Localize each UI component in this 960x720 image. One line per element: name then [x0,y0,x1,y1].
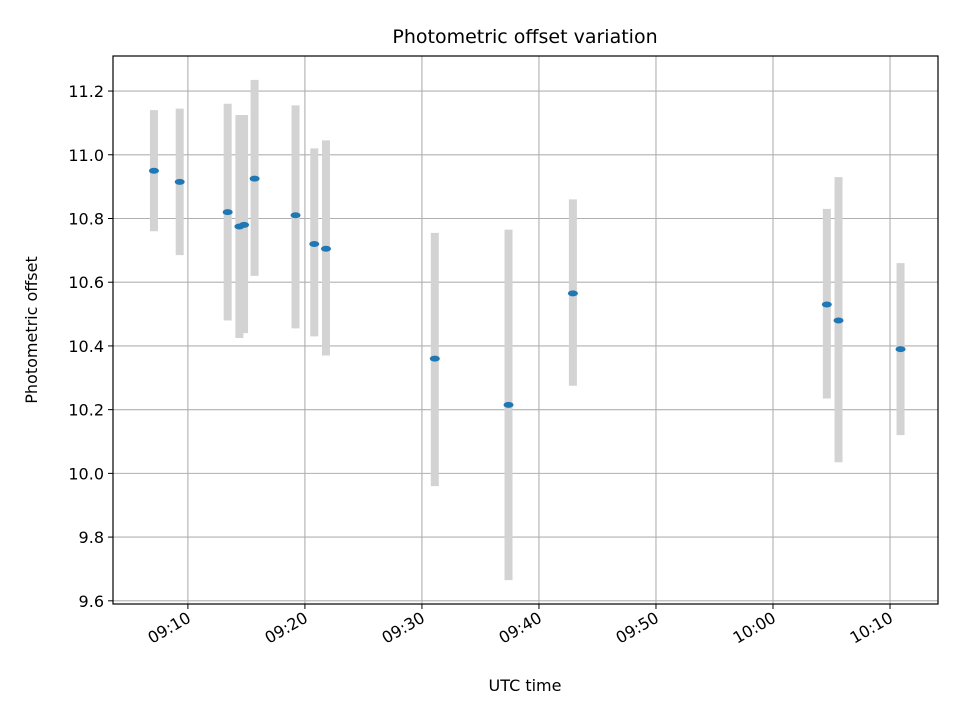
data-point [429,355,440,362]
x-axis-label: UTC time [489,676,562,695]
data-point [503,401,514,408]
y-tick-label: 9.8 [79,528,104,547]
y-axis-label: Photometric offset [22,256,41,404]
data-point [290,212,301,219]
data-point [174,178,185,185]
grid [113,56,938,604]
y-tick-label: 11.2 [68,82,104,101]
data-point [895,346,906,353]
y-axis: 9.6 9.8 10.0 10.2 10.4 10.6 10.8 11.0 11.2 [68,82,113,611]
y-tick-label: 10.4 [68,337,104,356]
data-point [567,290,578,297]
y-tick-label: 10.6 [68,273,104,292]
data-point [309,240,320,247]
data-point [249,175,260,182]
y-tick-label: 11.0 [68,146,104,165]
data-points [148,167,906,408]
plot-frame [112,55,939,605]
data-point [821,301,832,308]
y-tick-label: 10.2 [68,401,104,420]
data-point [239,221,250,228]
chart-title: Photometric offset variation [392,26,657,48]
data-point [148,167,159,174]
data-point [833,317,844,324]
y-tick-label: 9.6 [79,592,104,611]
y-tick-label: 10.8 [68,209,104,228]
data-point [222,209,233,216]
y-tick-label: 10.0 [68,464,104,483]
data-point [320,245,331,252]
